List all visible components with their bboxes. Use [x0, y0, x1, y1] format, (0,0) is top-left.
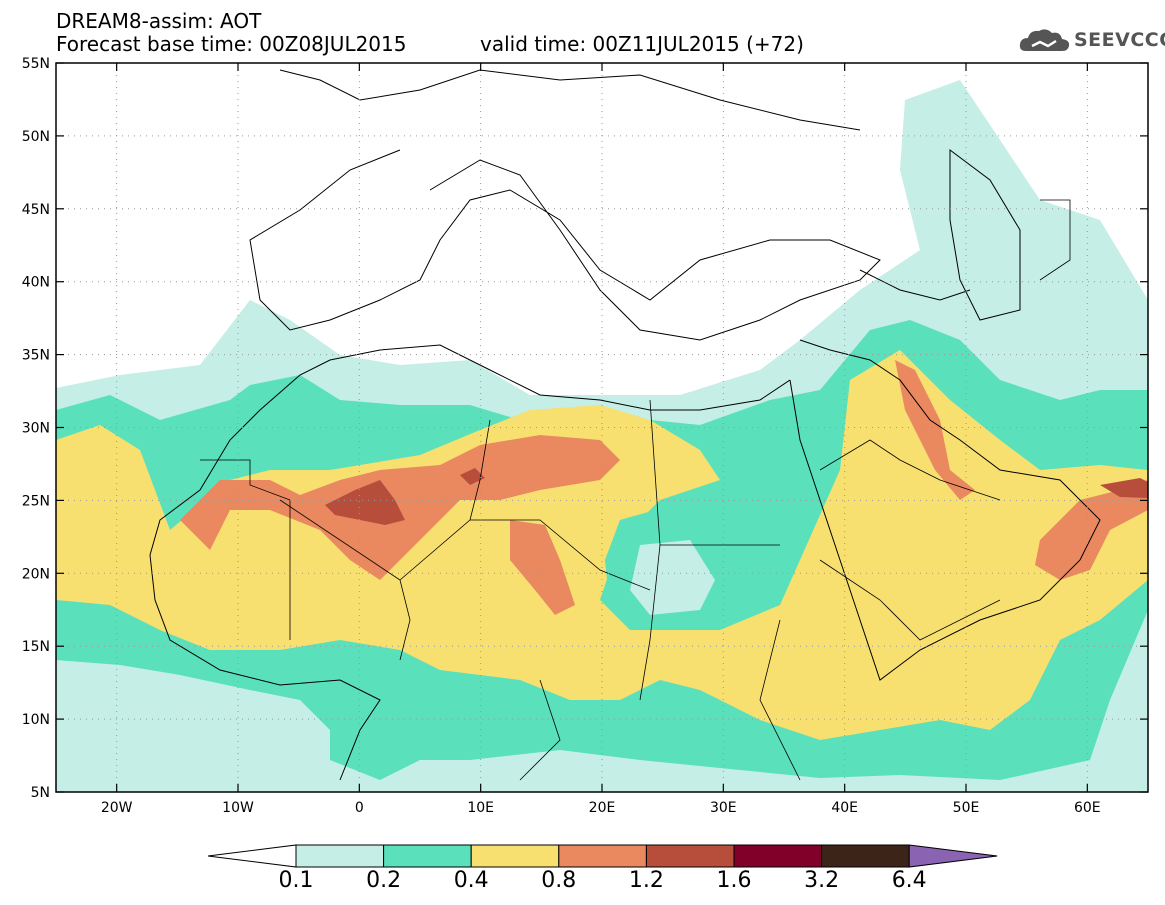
aot-contour-0.8-iraq	[895, 360, 975, 500]
colorbar-label: 1.6	[716, 868, 752, 893]
aot-contour-0.4	[56, 350, 1148, 740]
lon-tick-label: 60E	[1074, 800, 1101, 816]
aot-contour-0.1-inner	[630, 540, 715, 615]
colorbar-label: 3.2	[804, 868, 840, 893]
lon-tick-label: 50E	[953, 800, 980, 816]
lat-tick-label: 25N	[22, 493, 50, 509]
colorbar-swatch	[821, 844, 910, 868]
lon-tick-label: 0	[355, 800, 364, 816]
aot-contour-1.2-mali	[325, 480, 405, 525]
aot-contour-0.8-chad	[510, 520, 575, 615]
colorbar-min-arrow	[207, 844, 297, 868]
latitude-axis: 55N 50N 45N 40N 35N 30N 25N 20N 15N 10N 5N	[22, 56, 1148, 801]
aot-contour-1.2-gulf	[1100, 478, 1148, 498]
lat-tick-label: 10N	[22, 712, 50, 728]
lon-tick-label: 10E	[467, 800, 494, 816]
colorbar-swatch	[383, 844, 472, 868]
valid-time: valid time: 00Z11JUL2015 (+72)	[480, 32, 804, 56]
lat-tick-label: 35N	[22, 348, 50, 364]
colorbar-swatch	[470, 844, 560, 868]
aot-contour-0.8-sahara	[180, 435, 620, 580]
lon-tick-label: 20E	[589, 800, 616, 816]
country-borders	[200, 199, 1071, 781]
map-title: DREAM8-assim: AOT	[56, 9, 262, 33]
colorbar-label: 0.8	[541, 868, 577, 893]
longitude-axis: 20W 10W 0 10E 20E 30E 40E 50E 60E	[101, 63, 1101, 816]
lat-tick-label: 55N	[22, 56, 50, 72]
coastlines	[149, 69, 1101, 781]
forecast-base-time: Forecast base time: 00Z08JUL2015	[56, 32, 407, 56]
lat-tick-label: 15N	[22, 639, 50, 655]
grid-lines	[56, 63, 1148, 792]
lon-tick-label: 10W	[222, 800, 254, 816]
lat-tick-label: 30N	[22, 421, 50, 437]
lat-tick-label: 40N	[22, 275, 50, 291]
aot-contour-0.8-oman	[1035, 480, 1148, 580]
colorbar-swatch	[295, 844, 385, 868]
colorbar-label: 0.4	[453, 868, 489, 893]
lon-tick-label: 30E	[710, 800, 737, 816]
colorbar-swatch	[558, 844, 647, 868]
cloud-logo-icon	[1019, 29, 1070, 51]
colorbar-swatch	[645, 844, 735, 868]
seevccc-logo: SEEVCCC	[1018, 25, 1165, 55]
aot-field	[56, 69, 1148, 792]
colorbar	[207, 844, 998, 868]
lat-tick-label: 5N	[31, 785, 50, 801]
logo-text: SEEVCCC	[1074, 29, 1165, 51]
lat-tick-label: 45N	[22, 202, 50, 218]
aot-contour-1.2-algeria	[460, 468, 485, 485]
colorbar-label: 1.2	[628, 868, 664, 893]
lat-tick-label: 50N	[22, 129, 50, 145]
lon-tick-label: 20W	[101, 800, 133, 816]
colorbar-label: 0.2	[366, 868, 402, 893]
colorbar-label: 0.1	[278, 868, 314, 893]
colorbar-label: 6.4	[891, 868, 927, 893]
colorbar-swatch	[733, 844, 823, 868]
lat-tick-label: 20N	[22, 566, 50, 582]
colorbar-max-arrow	[908, 844, 998, 868]
lon-tick-label: 40E	[831, 800, 858, 816]
